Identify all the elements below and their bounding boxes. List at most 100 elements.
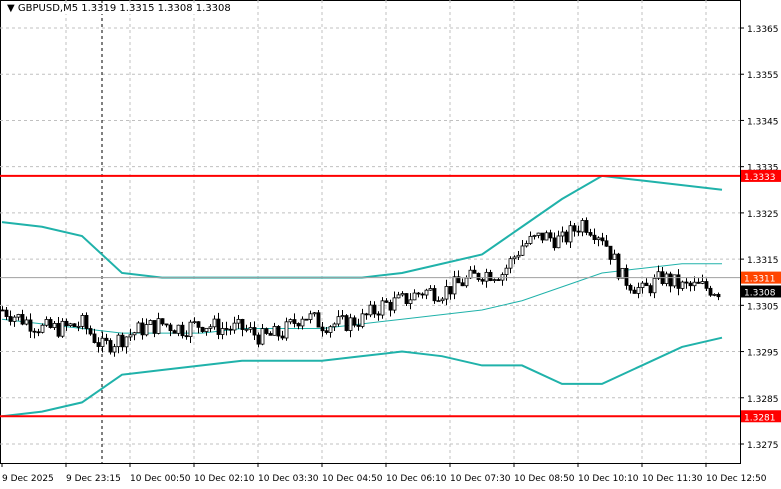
bid-price-tag xyxy=(741,271,781,284)
bull-candle xyxy=(408,299,413,304)
bear-candle xyxy=(588,232,593,236)
last-price-label: 1.3308 xyxy=(744,288,776,298)
x-tick-label: 10 Dec 02:10 xyxy=(194,474,255,484)
bull-candle xyxy=(112,346,117,353)
bear-candle xyxy=(92,333,97,343)
bull-candle xyxy=(24,319,29,325)
y-tick-label: 1.3345 xyxy=(747,117,779,127)
bull-candle xyxy=(544,232,549,241)
bear-candle xyxy=(716,293,721,298)
bear-candle xyxy=(460,282,465,287)
bear-candle xyxy=(364,313,369,316)
bull-candle xyxy=(556,235,561,249)
bull-candle xyxy=(560,231,565,237)
bull-candle xyxy=(424,289,429,296)
bull-candle xyxy=(532,235,537,237)
bull-candle xyxy=(272,326,277,336)
bull-candle xyxy=(412,292,417,301)
bull-candle xyxy=(516,254,521,258)
bull-candle xyxy=(44,319,49,326)
bull-candle xyxy=(436,300,441,303)
bear-candle xyxy=(552,237,557,249)
bear-candle xyxy=(224,328,229,330)
bear-candle xyxy=(616,253,621,279)
bull-candle xyxy=(328,326,333,333)
bear-candle xyxy=(480,279,485,282)
bull-candle xyxy=(192,321,197,324)
bear-candle xyxy=(372,304,377,315)
bull-candle xyxy=(368,304,373,316)
bear-candle xyxy=(292,319,297,324)
x-tick-label: 10 Dec 03:30 xyxy=(258,474,319,484)
bear-candle xyxy=(276,326,281,337)
bull-candle xyxy=(336,316,341,325)
bull-candle xyxy=(536,232,541,236)
bear-candle xyxy=(404,293,409,304)
bear-candle xyxy=(684,281,689,284)
bear-candle xyxy=(376,313,381,316)
bull-candle xyxy=(100,337,105,347)
bear-candle xyxy=(608,245,613,260)
bear-candle xyxy=(388,301,393,311)
bear-candle xyxy=(676,274,681,289)
bear-candle xyxy=(72,323,77,327)
bull-candle xyxy=(80,315,85,327)
bull-candle xyxy=(524,243,529,247)
bear-candle xyxy=(36,331,41,334)
bull-candle xyxy=(68,323,73,327)
bear-candle xyxy=(448,286,453,295)
bull-candle xyxy=(520,245,525,256)
bull-candle xyxy=(332,323,337,328)
bull-candle xyxy=(220,328,225,335)
bear-candle xyxy=(268,333,273,336)
bear-candle xyxy=(280,335,285,339)
bear-candle xyxy=(548,232,553,239)
bull-candle xyxy=(468,269,473,279)
bear-candle xyxy=(88,328,93,335)
bull-candle xyxy=(300,318,305,327)
level-price-tag xyxy=(741,169,781,182)
x-tick-label: 10 Dec 00:50 xyxy=(130,474,191,484)
bull-candle xyxy=(128,334,133,338)
bear-candle xyxy=(48,319,53,328)
bear-candle xyxy=(576,230,581,233)
x-tick-label: 10 Dec 11:30 xyxy=(642,474,703,484)
bull-candle xyxy=(508,258,513,269)
bear-candle xyxy=(648,285,653,294)
bull-candle xyxy=(156,318,161,334)
bear-candle xyxy=(324,330,329,333)
bear-candle xyxy=(476,272,481,280)
bollinger-lower-line xyxy=(1,336,723,418)
bear-candle xyxy=(416,292,421,295)
bull-candle xyxy=(464,277,469,287)
level-price-label: 1.3281 xyxy=(744,413,776,423)
bull-candle xyxy=(288,319,293,323)
bear-candle xyxy=(708,287,713,296)
bear-candle xyxy=(32,330,37,333)
bear-candle xyxy=(628,285,633,291)
bear-candle xyxy=(28,319,33,332)
x-tick-label: 10 Dec 08:50 xyxy=(514,474,575,484)
bear-candle xyxy=(688,282,693,287)
bull-candle xyxy=(132,332,137,336)
bull-candle xyxy=(636,287,641,294)
y-tick-label: 1.3315 xyxy=(747,256,779,266)
bear-candle xyxy=(316,312,321,328)
bear-candle xyxy=(572,225,577,232)
bull-candle xyxy=(512,256,517,260)
bull-candle xyxy=(60,320,65,337)
bear-candle xyxy=(160,318,165,325)
bull-candle xyxy=(232,322,237,331)
bear-candle xyxy=(180,324,185,337)
y-tick-label: 1.3365 xyxy=(747,25,779,35)
bear-candle xyxy=(120,334,125,348)
bear-candle xyxy=(604,240,609,247)
x-tick-label: 10 Dec 10:10 xyxy=(578,474,639,484)
bear-candle xyxy=(8,316,13,322)
bear-candle xyxy=(668,273,673,287)
y-tick-label: 1.3335 xyxy=(747,164,779,174)
collapse-triangle-icon[interactable]: ▼ xyxy=(7,3,15,14)
bear-candle xyxy=(564,231,569,243)
